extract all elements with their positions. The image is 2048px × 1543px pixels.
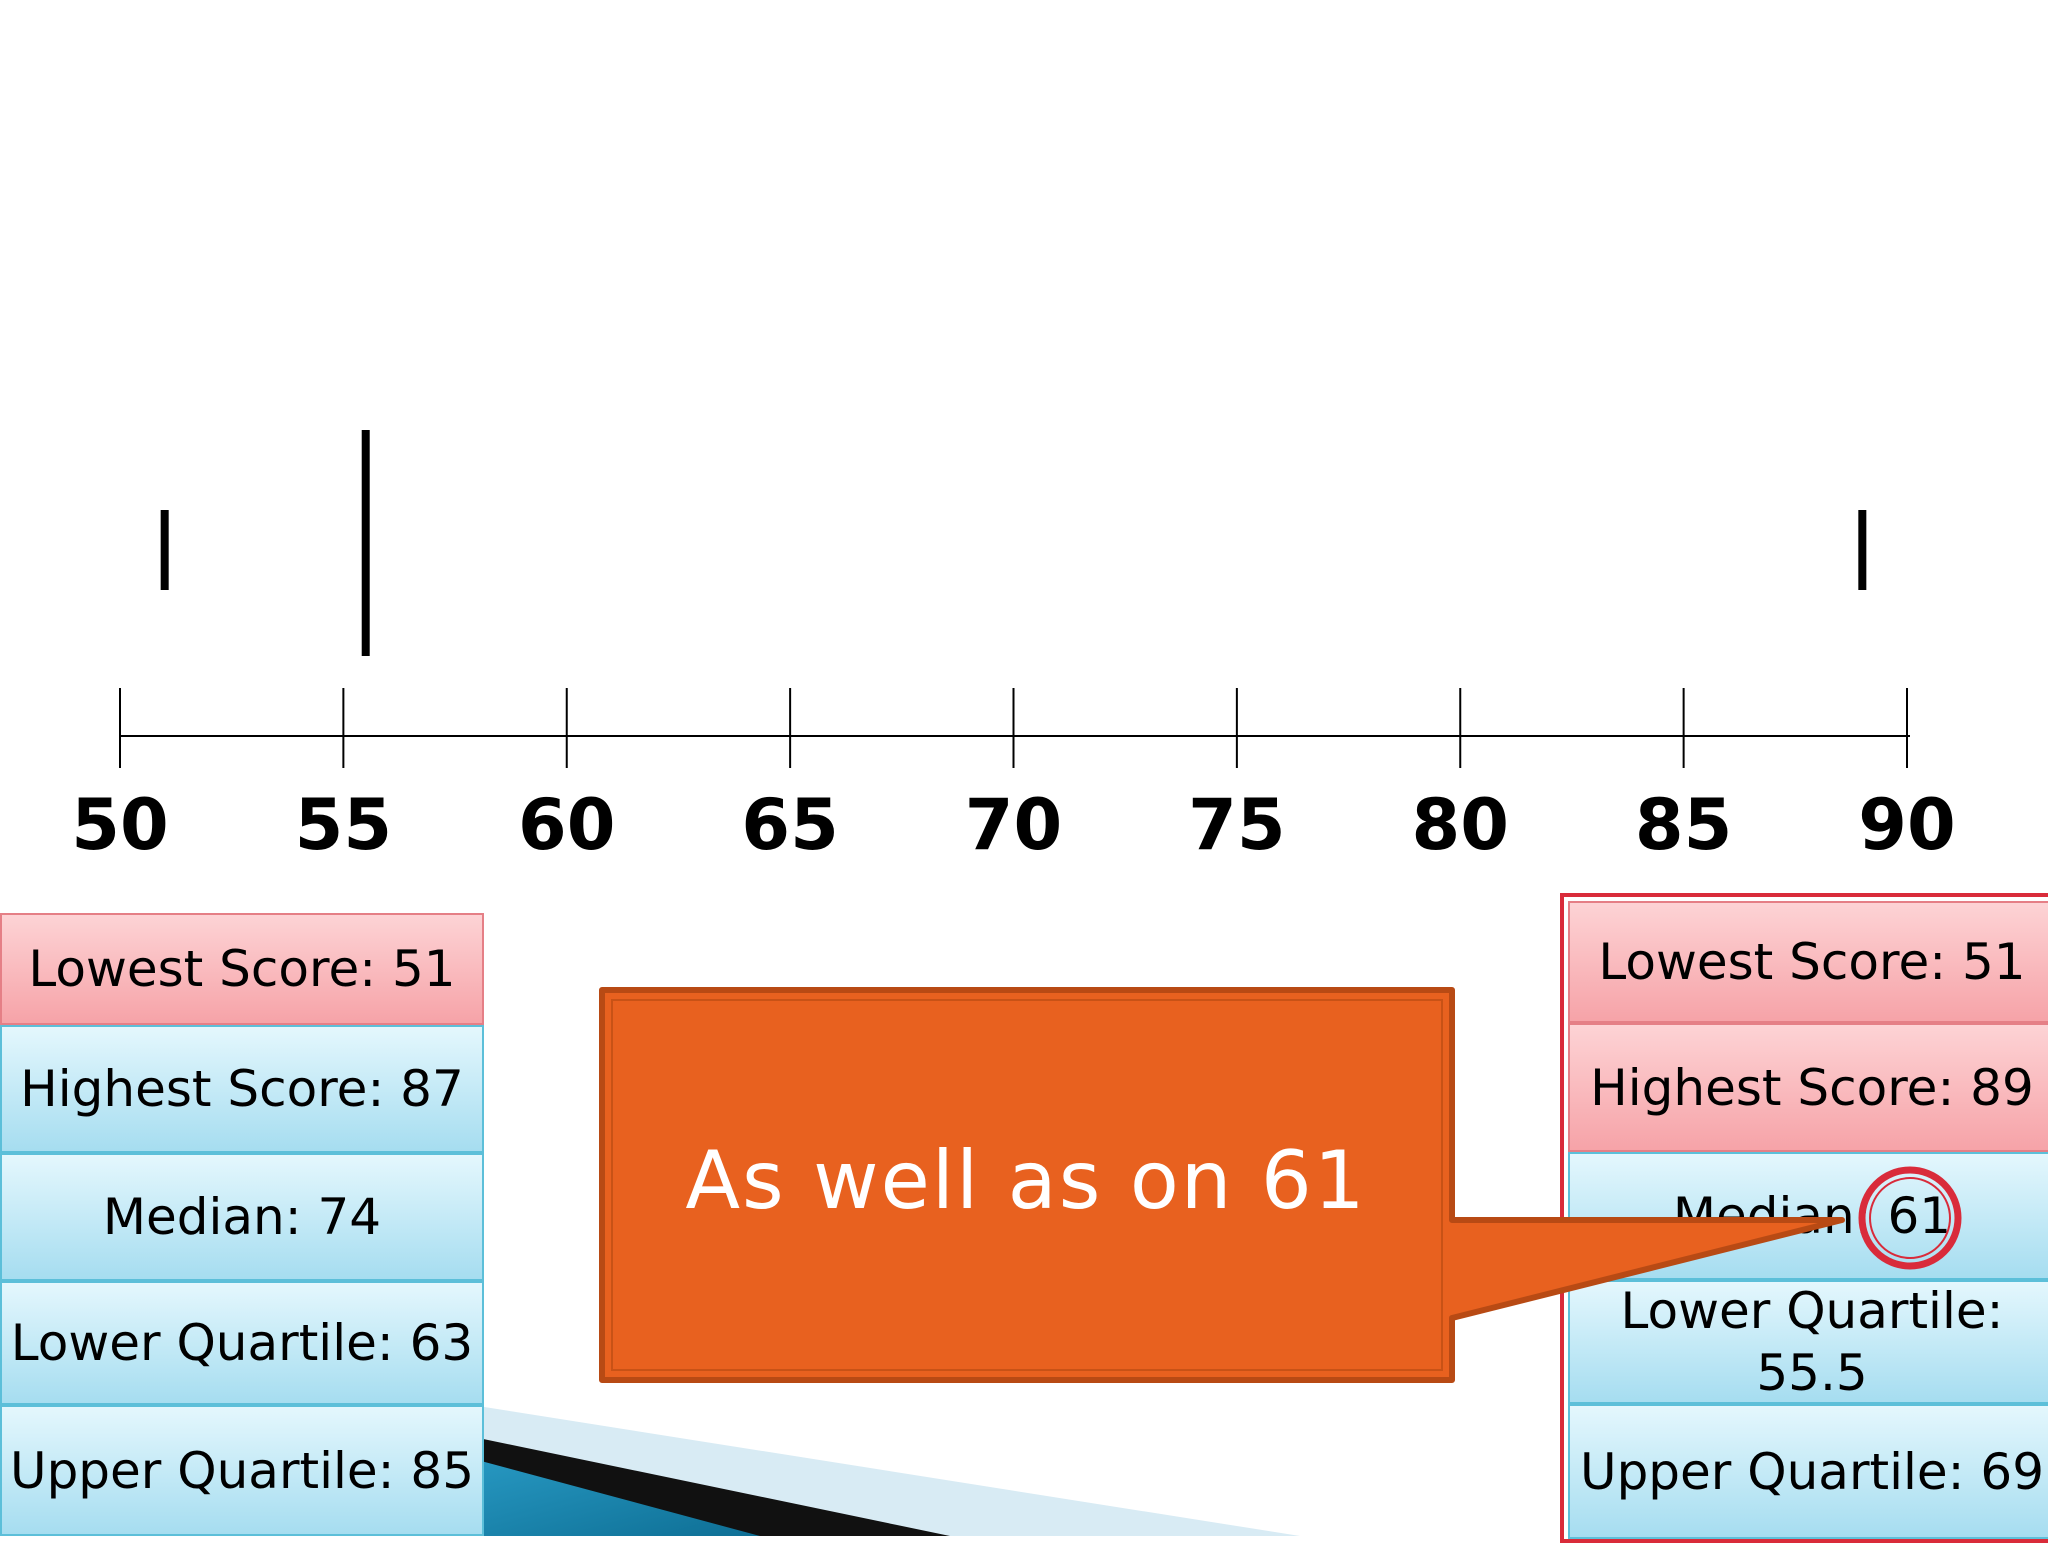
tick-label-70: 70 <box>964 784 1063 866</box>
plot-mark-89 <box>1858 510 1867 590</box>
left-upper-quartile: Upper Quartile: 85 <box>0 1405 484 1536</box>
left-lower-quartile: Lower Quartile: 63 <box>0 1281 484 1405</box>
plot-mark-51 <box>160 510 169 590</box>
tick-label-50: 50 <box>71 784 169 866</box>
swoosh-blue <box>440 1450 760 1536</box>
tick-label-80: 80 <box>1411 784 1509 866</box>
number-line-axis <box>119 688 1910 768</box>
tick-label-55: 55 <box>294 784 393 866</box>
left-stats-table: Lowest Score: 51 Highest Score: 87 Media… <box>0 913 484 1536</box>
right-median: Median: 61 <box>1568 1152 2048 1280</box>
right-upper-quartile: Upper Quartile: 69 <box>1568 1404 2048 1539</box>
tick-label-65: 65 <box>741 784 839 866</box>
right-stats-table: Lowest Score: 51 Highest Score: 89 Media… <box>1560 893 2048 1543</box>
tick-label-75: 75 <box>1188 784 1286 866</box>
callout-text: As well as on 61 <box>685 1133 1367 1227</box>
right-lowest-score: Lowest Score: 51 <box>1568 901 2048 1023</box>
plot-mark-55-5 <box>361 430 370 656</box>
tick-label-90: 90 <box>1858 784 1956 866</box>
plot-marks <box>160 430 1867 656</box>
right-lower-quartile: Lower Quartile: 55.5 <box>1568 1280 2048 1404</box>
left-median: Median: 74 <box>0 1153 484 1281</box>
left-lowest-score: Lowest Score: 51 <box>0 913 484 1025</box>
tick-label-60: 60 <box>518 784 616 866</box>
left-highest-score: Highest Score: 87 <box>0 1025 484 1153</box>
right-highest-score: Highest Score: 89 <box>1568 1023 2048 1152</box>
tick-label-85: 85 <box>1634 784 1733 866</box>
